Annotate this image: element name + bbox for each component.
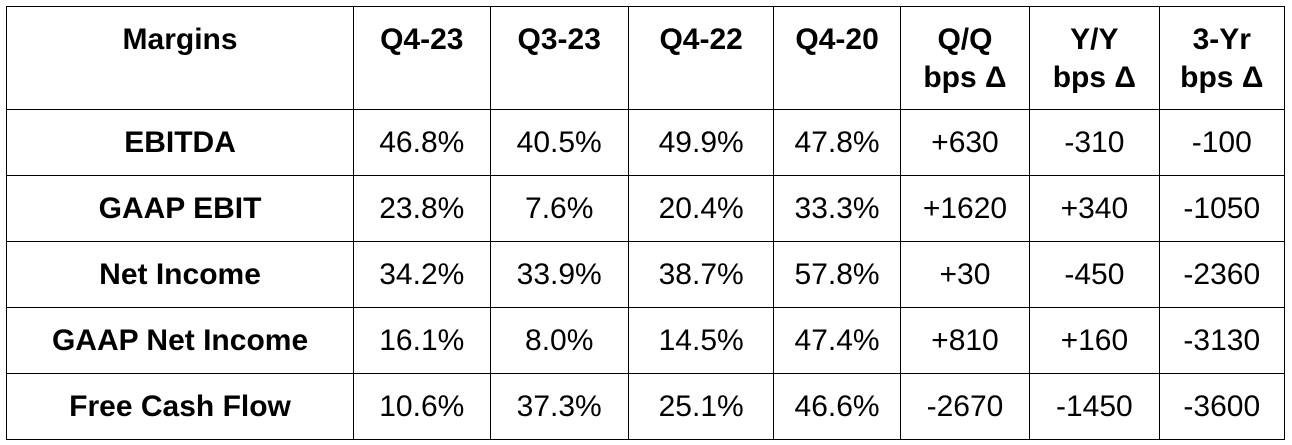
row-label: EBITDA <box>5 109 355 176</box>
table-row-gaap-net-income: GAAP Net Income 16.1% 8.0% 14.5% 47.4% +… <box>5 307 1286 374</box>
header-margins: Margins <box>5 6 355 110</box>
table-cell: +160 <box>1029 307 1160 374</box>
table-cell: 33.9% <box>489 241 629 308</box>
table-cell: -100 <box>1158 109 1286 176</box>
table-cell: -1050 <box>1158 175 1286 242</box>
table-cell: -3130 <box>1158 307 1286 374</box>
table-cell: 40.5% <box>489 109 629 176</box>
table-cell: +340 <box>1029 175 1160 242</box>
table-cell: 23.8% <box>353 175 491 242</box>
table-row-net-income: Net Income 34.2% 33.9% 38.7% 57.8% +30 -… <box>5 241 1286 308</box>
header-yy-bps: Y/Y bps Δ <box>1029 6 1160 110</box>
table-cell: 14.5% <box>627 307 775 374</box>
row-label: GAAP EBIT <box>5 175 355 242</box>
table-cell: 34.2% <box>353 241 491 308</box>
header-row: Margins Q4-23 Q3-23 Q4-22 Q4-20 Q/Q bps Δ… <box>5 6 1286 110</box>
table-cell: 8.0% <box>489 307 629 374</box>
table-cell: -3600 <box>1158 373 1286 440</box>
table-cell: 10.6% <box>353 373 491 440</box>
table-cell: 38.7% <box>627 241 775 308</box>
table-cell: -450 <box>1029 241 1160 308</box>
table-cell: +630 <box>899 109 1031 176</box>
table-cell: +1620 <box>899 175 1031 242</box>
table-cell: 33.3% <box>773 175 901 242</box>
table-cell: 20.4% <box>627 175 775 242</box>
table-cell: 47.4% <box>773 307 901 374</box>
header-q3-23: Q3-23 <box>489 6 629 110</box>
table-row-free-cash-flow: Free Cash Flow 10.6% 37.3% 25.1% 46.6% -… <box>5 373 1286 440</box>
table-cell: 16.1% <box>353 307 491 374</box>
table-cell: 46.8% <box>353 109 491 176</box>
table-row-ebitda: EBITDA 46.8% 40.5% 49.9% 47.8% +630 -310… <box>5 109 1286 176</box>
table-cell: -1450 <box>1029 373 1160 440</box>
header-q4-20: Q4-20 <box>773 6 901 110</box>
table-cell: +30 <box>899 241 1031 308</box>
table-cell: +810 <box>899 307 1031 374</box>
table-cell: 57.8% <box>773 241 901 308</box>
table-cell: -2670 <box>899 373 1031 440</box>
header-q4-23: Q4-23 <box>353 6 491 110</box>
row-label: Free Cash Flow <box>5 373 355 440</box>
header-q4-22: Q4-22 <box>627 6 775 110</box>
row-label: Net Income <box>5 241 355 308</box>
table-cell: -2360 <box>1158 241 1286 308</box>
header-3yr-bps: 3-Yr bps Δ <box>1158 6 1286 110</box>
table-cell: 37.3% <box>489 373 629 440</box>
row-label: GAAP Net Income <box>5 307 355 374</box>
table-cell: 25.1% <box>627 373 775 440</box>
table-cell: 46.6% <box>773 373 901 440</box>
table-cell: -310 <box>1029 109 1160 176</box>
margins-table: Margins Q4-23 Q3-23 Q4-22 Q4-20 Q/Q bps Δ… <box>5 6 1286 440</box>
table-cell: 47.8% <box>773 109 901 176</box>
header-qq-bps: Q/Q bps Δ <box>899 6 1031 110</box>
table-cell: 49.9% <box>627 109 775 176</box>
table-row-gaap-ebit: GAAP EBIT 23.8% 7.6% 20.4% 33.3% +1620 +… <box>5 175 1286 242</box>
table-cell: 7.6% <box>489 175 629 242</box>
